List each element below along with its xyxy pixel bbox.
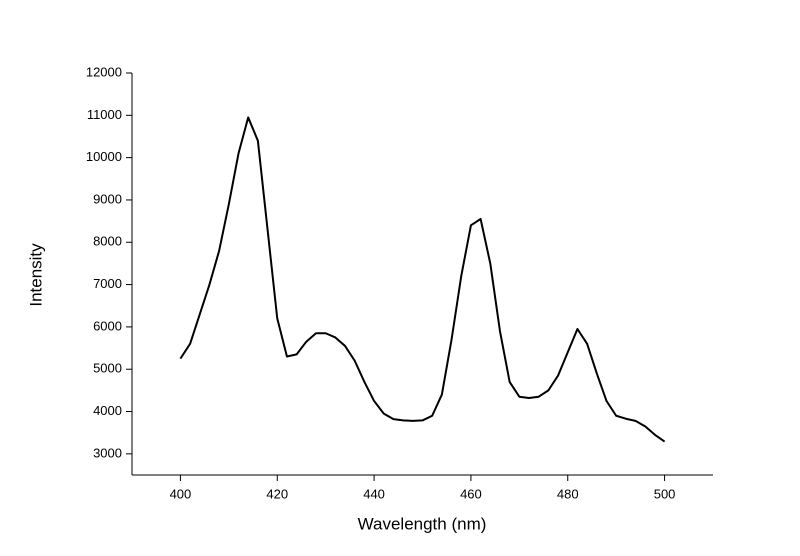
y-tick-label: 12000: [86, 64, 122, 79]
x-tick-label: 480: [557, 486, 579, 501]
y-axis-title: Intensity: [26, 243, 45, 307]
y-tick-label: 8000: [93, 234, 122, 249]
y-tick-label: 4000: [93, 403, 122, 418]
y-tick-label: 9000: [93, 191, 122, 206]
x-tick-label: 400: [170, 486, 192, 501]
x-tick-label: 460: [460, 486, 482, 501]
x-tick-label: 440: [363, 486, 385, 501]
y-tick-label: 10000: [86, 149, 122, 164]
x-tick-label: 420: [266, 486, 288, 501]
y-tick-label: 7000: [93, 276, 122, 291]
y-tick-label: 5000: [93, 361, 122, 376]
y-tick-label: 11000: [87, 107, 122, 122]
y-tick-label: 3000: [93, 445, 122, 460]
y-tick-label: 6000: [93, 318, 122, 333]
x-tick-label: 500: [654, 486, 676, 501]
x-axis-title: Wavelength (nm): [358, 514, 487, 533]
data-line: [179, 116, 666, 443]
